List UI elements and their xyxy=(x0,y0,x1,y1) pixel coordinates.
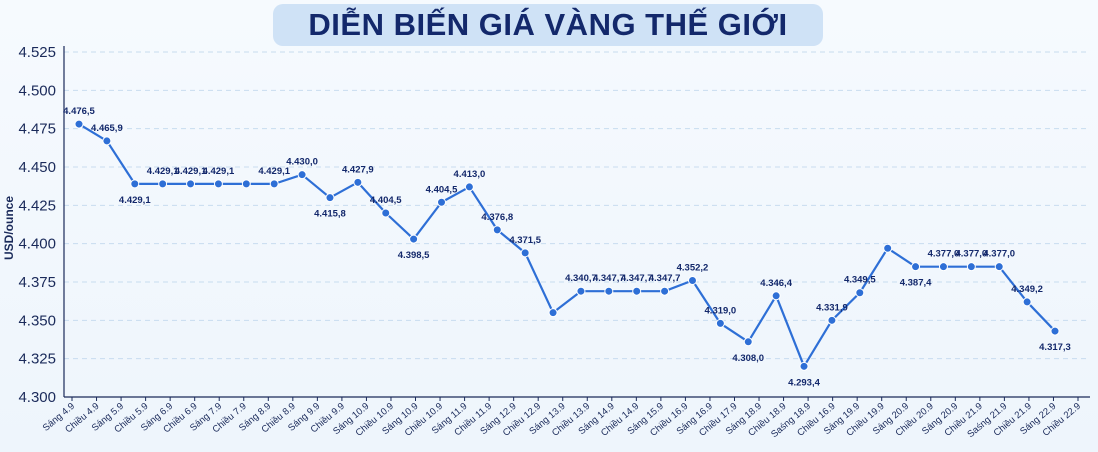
data-point xyxy=(1050,326,1060,336)
data-point xyxy=(213,179,223,189)
data-point xyxy=(632,286,642,296)
data-label: 4.308,0 xyxy=(732,353,764,364)
y-tick-label: 4.450 xyxy=(18,159,56,176)
data-label: 4.319,0 xyxy=(705,305,737,316)
data-label: 4.404,5 xyxy=(426,184,458,195)
data-label: 4.429,1 xyxy=(175,166,207,177)
data-point xyxy=(660,286,670,296)
data-point xyxy=(548,308,558,318)
data-point xyxy=(883,243,893,253)
data-label: 4.347,7 xyxy=(649,273,681,284)
data-label: 4.429,1 xyxy=(119,195,151,206)
title-banner: DIỄN BIẾN GIÁ VÀNG THẾ GIỚI xyxy=(273,4,823,46)
data-label: 4.427,9 xyxy=(342,164,374,175)
data-point xyxy=(520,248,530,258)
y-tick-label: 4.300 xyxy=(18,389,56,406)
data-label: 4.398,5 xyxy=(398,250,430,261)
data-point xyxy=(353,177,363,187)
data-point xyxy=(994,262,1004,272)
data-label: 4.377,0 xyxy=(983,249,1015,260)
data-point xyxy=(687,275,697,285)
y-tick-label: 4.525 xyxy=(18,44,56,61)
chart-title: DIỄN BIẾN GIÁ VÀNG THẾ GIỚI xyxy=(308,7,788,42)
data-label: 4.293,4 xyxy=(788,377,820,388)
data-label: 4.346,4 xyxy=(760,278,792,289)
data-label: 4.377,0 xyxy=(955,249,987,260)
y-tick-label: 4.425 xyxy=(18,197,56,214)
data-point xyxy=(464,182,474,192)
y-tick-label: 4.325 xyxy=(18,351,56,368)
y-tick-label: 4.500 xyxy=(18,82,56,99)
data-label: 4.415,8 xyxy=(314,209,346,220)
data-label: 4.430,0 xyxy=(286,157,318,168)
data-point xyxy=(409,234,419,244)
data-label: 4.347,7 xyxy=(621,273,653,284)
data-point xyxy=(325,193,335,203)
data-point xyxy=(130,179,140,189)
data-point xyxy=(911,262,921,272)
data-point xyxy=(297,170,307,180)
data-point xyxy=(855,288,865,298)
y-tick-label: 4.400 xyxy=(18,236,56,253)
series-line xyxy=(78,123,1056,368)
data-label: 4.376,8 xyxy=(481,212,513,223)
y-tick-label: 4.375 xyxy=(18,274,56,291)
data-label: 4.317,3 xyxy=(1039,342,1071,353)
data-label: 4.429,1 xyxy=(203,166,235,177)
y-axis-label: USD/ounce xyxy=(2,196,16,260)
data-label: 4.349,5 xyxy=(844,275,876,286)
data-point xyxy=(771,291,781,301)
y-tick-label: 4.350 xyxy=(18,312,56,329)
data-label: 4.371,5 xyxy=(509,235,541,246)
y-tick-label: 4.475 xyxy=(18,121,56,138)
data-point xyxy=(604,286,614,296)
data-point xyxy=(492,225,502,235)
data-point xyxy=(241,179,251,189)
data-point xyxy=(158,179,168,189)
data-label: 4.413,0 xyxy=(454,169,486,180)
data-point xyxy=(381,208,391,218)
data-label: 4.404,5 xyxy=(370,195,402,206)
data-label: 4.429,1 xyxy=(258,166,290,177)
data-point xyxy=(938,262,948,272)
data-point xyxy=(966,262,976,272)
data-label: 4.331,9 xyxy=(816,302,848,313)
data-label: 4.387,4 xyxy=(900,278,932,289)
data-point xyxy=(743,337,753,347)
data-point xyxy=(576,286,586,296)
data-point xyxy=(827,315,837,325)
data-label: 4.429,1 xyxy=(147,166,179,177)
data-point xyxy=(437,197,447,207)
data-point xyxy=(269,179,279,189)
data-point xyxy=(1022,297,1032,307)
data-point xyxy=(186,179,196,189)
data-label: 4.340,7 xyxy=(565,273,597,284)
data-label: 4.349,2 xyxy=(1011,284,1043,295)
data-point xyxy=(799,361,809,371)
data-point xyxy=(74,119,84,129)
data-label: 4.352,2 xyxy=(677,262,709,273)
data-point xyxy=(715,318,725,328)
data-label: 4.465,9 xyxy=(91,123,123,134)
data-point xyxy=(102,136,112,146)
data-label: 4.476,5 xyxy=(63,106,95,117)
data-label: 4.347,7 xyxy=(593,273,625,284)
data-label: 4.377,0 xyxy=(928,249,960,260)
